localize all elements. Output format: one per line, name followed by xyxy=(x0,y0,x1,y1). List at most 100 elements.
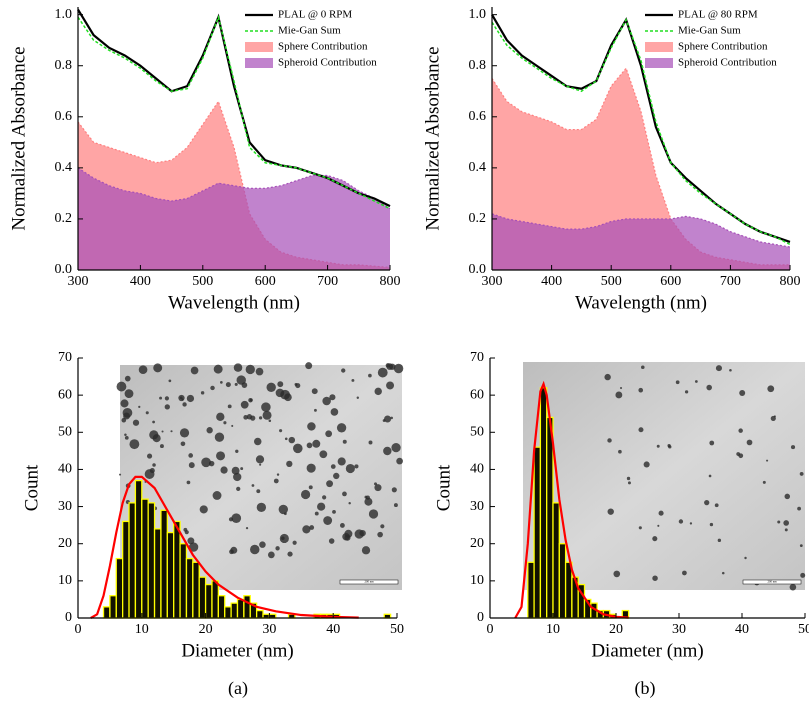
area xyxy=(492,68,790,270)
particle xyxy=(330,408,339,416)
x-tick-label: 800 xyxy=(780,274,801,289)
particle xyxy=(336,423,347,433)
legend-swatch xyxy=(245,42,273,52)
y-tick-label: 30 xyxy=(470,499,484,514)
legend-label: PLAL @ 80 RPM xyxy=(678,9,758,21)
particle xyxy=(183,527,188,532)
particle xyxy=(800,572,806,578)
particle xyxy=(330,464,336,469)
particle xyxy=(384,415,392,423)
bar xyxy=(217,595,226,619)
x-tick-label: 300 xyxy=(482,274,503,289)
particle xyxy=(159,444,164,449)
particle xyxy=(374,484,382,492)
particle xyxy=(305,362,313,370)
particle xyxy=(228,517,234,522)
particle xyxy=(275,388,285,398)
particle xyxy=(179,428,190,438)
particle xyxy=(119,473,122,476)
bar xyxy=(173,520,181,619)
caption: (a) xyxy=(228,678,248,699)
particle xyxy=(638,526,642,530)
particle xyxy=(361,546,371,555)
particle xyxy=(717,538,722,543)
particle xyxy=(377,367,388,378)
particle xyxy=(302,525,311,534)
y-tick-label: 20 xyxy=(470,536,484,551)
particle xyxy=(164,396,170,401)
particle xyxy=(328,538,335,544)
particle xyxy=(708,474,712,478)
particle xyxy=(390,416,393,420)
particle xyxy=(345,463,355,474)
y-tick-label: 10 xyxy=(470,573,484,588)
bar xyxy=(558,543,567,619)
particle xyxy=(709,440,715,446)
particle xyxy=(619,387,623,390)
caption: (b) xyxy=(635,678,656,699)
particle xyxy=(638,427,644,433)
particle xyxy=(643,461,650,468)
bar xyxy=(539,387,548,619)
particle xyxy=(206,427,213,434)
bar xyxy=(179,543,188,619)
particle xyxy=(314,408,317,412)
bar xyxy=(147,502,156,619)
particle xyxy=(284,437,288,441)
fit-curve xyxy=(90,475,359,619)
particle xyxy=(684,390,689,394)
particle xyxy=(121,417,127,423)
particle xyxy=(170,430,173,433)
particle xyxy=(766,459,769,462)
x-axis-label: Wavelength (nm) xyxy=(168,292,300,313)
x-tick-label: 700 xyxy=(317,274,338,289)
bar xyxy=(236,598,245,619)
particle xyxy=(276,473,280,476)
x-axis-label: Diameter (nm) xyxy=(591,640,703,661)
bar xyxy=(153,528,162,619)
particle xyxy=(253,437,262,446)
particle xyxy=(168,379,172,383)
particle xyxy=(799,544,803,548)
particle xyxy=(124,433,127,436)
y-tick-label: 0.0 xyxy=(469,262,487,277)
particle xyxy=(797,506,802,511)
particle xyxy=(393,503,398,508)
particle xyxy=(236,486,241,491)
particle xyxy=(311,388,318,395)
particle xyxy=(744,556,747,560)
particle xyxy=(182,402,187,407)
particle xyxy=(295,383,301,389)
particle xyxy=(124,435,129,440)
particle xyxy=(300,489,311,500)
legend-label: Spheroid Contribution xyxy=(278,57,377,69)
particle xyxy=(267,551,275,559)
panel: 200 nm (b) 0 10 20 30 40 50 60 70 0 10 20 30 40 50 Diame… xyxy=(433,350,809,699)
legend-label: Sphere Contribution xyxy=(278,41,368,53)
x-tick-label: 700 xyxy=(720,274,741,289)
particle xyxy=(186,394,195,403)
particle xyxy=(147,453,153,459)
particle xyxy=(231,424,234,427)
particle xyxy=(626,476,631,481)
particle xyxy=(396,457,403,465)
y-tick-label: 40 xyxy=(470,462,484,477)
bar xyxy=(141,498,149,619)
particle xyxy=(326,480,334,488)
particle xyxy=(607,508,614,515)
bar xyxy=(552,502,560,619)
y-tick-label: 10 xyxy=(58,573,72,588)
particle xyxy=(275,546,280,551)
y-tick-label: 0.0 xyxy=(55,262,73,277)
particle xyxy=(656,444,660,448)
particle xyxy=(393,363,404,374)
y-tick-label: 0.2 xyxy=(469,211,487,226)
particle xyxy=(240,400,249,409)
particle xyxy=(233,472,242,482)
particle xyxy=(746,439,753,446)
particle xyxy=(306,463,316,473)
particle xyxy=(323,516,333,525)
particle xyxy=(784,528,788,532)
x-tick-label: 400 xyxy=(541,274,562,289)
particle xyxy=(245,526,249,530)
